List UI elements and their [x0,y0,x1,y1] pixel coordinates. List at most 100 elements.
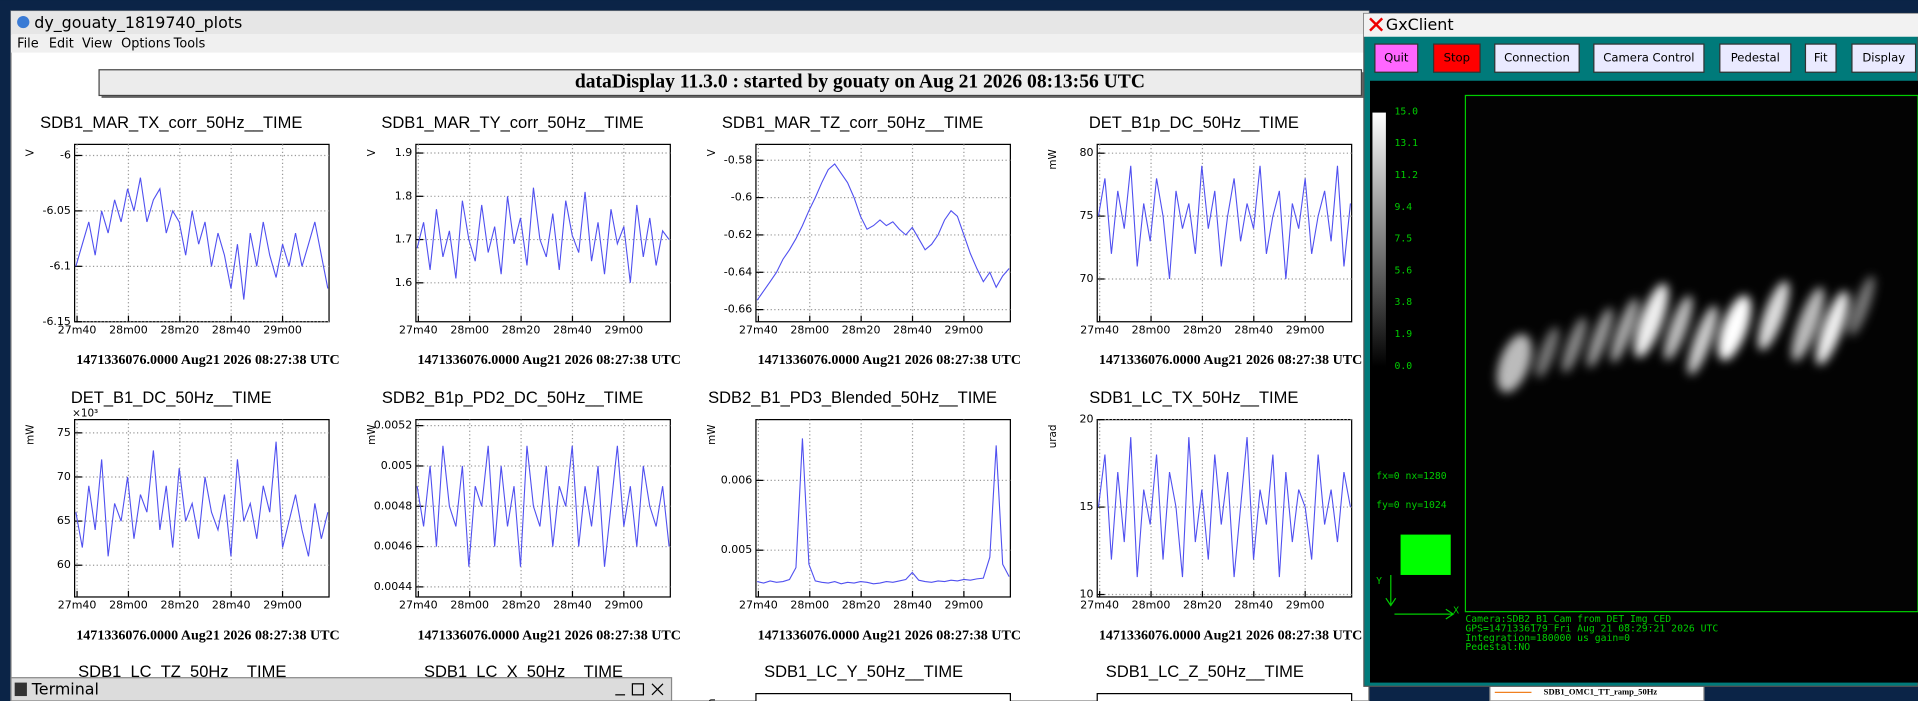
y-tick-label: 1.9 [395,146,413,159]
x-tick-label: 27m40 [58,323,97,336]
colorbar-label: 15.0 [1394,106,1418,117]
x-tick-label: 28m20 [842,599,881,612]
plot-footer: 1471336076.0000 Aug21 2026 08:27:38 UTC [76,627,339,643]
y-tick-label: 0.005 [381,459,413,472]
y-tick-label: -6.1 [49,259,70,272]
x-tick-label: 29m00 [604,323,643,336]
y-axis-label: Y [1376,576,1382,587]
x-tick-label: 28m00 [790,599,829,612]
x-tick-label: 29m00 [945,599,984,612]
plot-footer: 1471336076.0000 Aug21 2026 08:27:38 UTC [1099,352,1362,368]
y-unit: urad [1047,425,1059,449]
plot-frame [755,143,1011,323]
x-tick-label: 27m40 [58,599,97,612]
colorbar-label: 13.1 [1394,138,1418,149]
x-tick-label: 28m40 [553,599,592,612]
camera-image [1497,275,1875,393]
colorbar-label: 7.5 [1394,234,1412,245]
menu-bar [11,34,1369,53]
x-tick-label: 27m40 [1080,599,1119,612]
fx-label: fx=0 nx=1280 [1376,471,1447,482]
menu-item[interactable]: Tools [173,37,206,52]
toolbar-button[interactable] [1719,43,1792,73]
toolbar-button[interactable] [1804,43,1837,73]
y-tick-label: 70 [57,470,71,483]
button-label[interactable]: Stop [1444,51,1470,65]
x-tick-label: 28m40 [553,323,592,336]
menu-item[interactable]: View [82,37,112,52]
terminal-window [10,677,673,701]
y-tick-label: 75 [1080,209,1094,222]
plot-title: DET_B1p_DC_50Hz__TIME [1089,114,1299,132]
y-tick-label: 60 [57,558,71,571]
app-icon [17,15,30,29]
plot-title: SDB1_LC_Y_50Hz__TIME [764,663,963,681]
toolbar-button[interactable] [1593,43,1705,73]
colorbar-label: 11.2 [1394,170,1418,181]
plot-footer: 1471336076.0000 Aug21 2026 08:27:38 UTC [1099,627,1362,643]
plot-title: SDB1_LC_Z_50Hz__TIME [1106,663,1304,681]
terminal-title: Terminal [31,679,99,698]
menu-item[interactable]: Options [121,37,171,52]
trace [416,445,670,567]
button-label[interactable]: Camera Control [1603,51,1694,65]
menu-item[interactable]: Edit [49,37,74,52]
y-tick-label: -6.05 [42,204,70,217]
button-label[interactable]: Connection [1504,51,1570,65]
maximize-button[interactable] [631,683,645,696]
y-unit: mW [706,425,718,445]
toolbar-button[interactable] [1432,43,1481,73]
y-tick-label: 75 [57,426,71,439]
x-tick-label: 28m20 [160,323,199,336]
x-tick-label: 28m20 [1183,599,1222,612]
plot-footer: 1471336076.0000 Aug21 2026 08:27:38 UTC [76,352,339,368]
x-tick-label: 28m40 [893,323,932,336]
menu-item[interactable]: File [17,37,39,52]
plot-title: SDB1_LC_TX_50Hz__TIME [1089,389,1298,407]
x-tick-label: 28m40 [893,599,932,612]
x-tick-label: 27m40 [1080,323,1119,336]
gx-controls: GxClient Quit Stop Connection Camera Control… [1374,15,1917,653]
y-tick-label: -0.66 [724,303,752,316]
x-tick-label: 28m40 [212,323,251,336]
x-tick-label: 28m00 [790,323,829,336]
x-tick-label: 28m40 [1234,599,1273,612]
window-buttons [615,683,664,696]
toolbar-button[interactable] [1494,43,1580,73]
colorbar-label: 5.6 [1394,265,1412,276]
x-tick-label: 28m00 [109,323,148,336]
button-label[interactable]: Quit [1384,51,1409,65]
y-tick-label: 1.7 [395,233,413,246]
banner-text: dataDisplay 11.3.0 : started by gouaty o… [575,72,1145,93]
button-label[interactable]: Pedestal [1731,51,1780,65]
camera-info: Camera:SDB2_B1_Cam from DET_Img_CED [1465,614,1671,625]
colorbar [1372,112,1386,368]
toolbar-button[interactable] [1851,43,1917,73]
trace [756,163,1010,301]
camera-info: Pedestal:NO [1465,642,1530,653]
button-label[interactable]: Display [1862,51,1905,65]
plot-title: SDB1_LC_X_50Hz__TIME [424,663,623,681]
x-tick-label: 28m20 [160,599,199,612]
button-label[interactable]: Fit [1814,51,1828,65]
close-button[interactable] [651,683,664,696]
plot-title: SDB1_MAR_TX_corr_50Hz__TIME [40,114,302,132]
y-tick-label: 15 [1080,500,1094,513]
x-tick-label: 28m20 [842,323,881,336]
close-icon[interactable] [1369,17,1384,32]
x-tick-label: 27m40 [399,323,438,336]
fy-label: fy=0 ny=1024 [1376,500,1447,511]
trace [1097,165,1351,279]
axis-arrows [1385,574,1455,620]
plot-frame [415,143,671,323]
y-tick-label: -0.64 [724,265,752,278]
y-tick-label: 80 [1080,146,1094,159]
toolbar-button[interactable] [1374,43,1419,73]
plot-title: DET_B1_DC_50Hz__TIME [71,389,272,407]
plot-footer: 1471336076.0000 Aug21 2026 08:27:38 UTC [758,627,1021,643]
banner-box [98,69,1363,97]
colorbar-label: 1.9 [1394,329,1412,340]
trace [757,438,1010,585]
y-tick-label: 65 [57,514,71,527]
